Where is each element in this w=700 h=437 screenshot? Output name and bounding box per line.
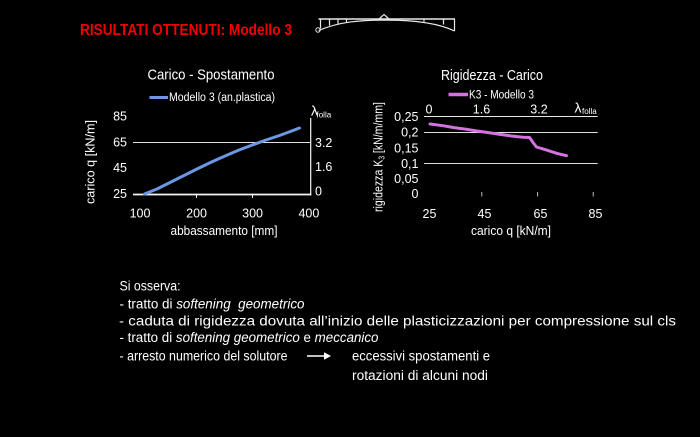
svg-text:0,15: 0,15 bbox=[394, 142, 418, 156]
svg-text:65: 65 bbox=[534, 207, 548, 221]
svg-text:rotazioni di alcuni nodi: rotazioni di alcuni nodi bbox=[352, 368, 488, 383]
svg-text:Modello 3 (an.plastica): Modello 3 (an.plastica) bbox=[169, 92, 275, 104]
svg-text:3.2: 3.2 bbox=[530, 103, 547, 117]
svg-text:eccessivi spostamenti e: eccessivi spostamenti e bbox=[352, 349, 490, 364]
svg-text:abbassamento [mm]: abbassamento [mm] bbox=[171, 223, 278, 238]
svg-text:λ: λ bbox=[575, 100, 582, 116]
svg-text:folla: folla bbox=[317, 111, 332, 120]
svg-text:45: 45 bbox=[478, 207, 492, 221]
svg-text:0,05: 0,05 bbox=[394, 172, 418, 186]
svg-text:rigidezza K3 [kN/m/mm]: rigidezza K3 [kN/m/mm] bbox=[371, 102, 387, 212]
svg-text:0: 0 bbox=[315, 185, 322, 199]
svg-text:carico q [kN/m]: carico q [kN/m] bbox=[471, 223, 551, 238]
svg-text:0: 0 bbox=[426, 103, 433, 117]
svg-text:RISULTATI OTTENUTI: Modello 3: RISULTATI OTTENUTI: Modello 3 bbox=[80, 22, 292, 39]
svg-text:- tratto di softening geometri: - tratto di softening geometrico e mecca… bbox=[120, 330, 379, 345]
svg-text:85: 85 bbox=[113, 109, 127, 123]
svg-text:25: 25 bbox=[113, 187, 127, 201]
svg-text:0,25: 0,25 bbox=[394, 110, 418, 124]
svg-text:3.2: 3.2 bbox=[315, 136, 332, 150]
svg-text:- tratto di softening geometr: - tratto di softening geometrico bbox=[120, 297, 305, 312]
svg-text:Rigidezza - Carico: Rigidezza - Carico bbox=[441, 68, 543, 84]
svg-text:- arresto numerico del solutor: - arresto numerico del solutore bbox=[120, 349, 288, 364]
svg-text:λ: λ bbox=[311, 103, 318, 119]
svg-text:0,2: 0,2 bbox=[401, 126, 418, 140]
svg-text:85: 85 bbox=[589, 207, 603, 221]
svg-text:0,1: 0,1 bbox=[401, 157, 418, 171]
svg-text:K3 - Modello 3: K3 - Modello 3 bbox=[469, 90, 534, 102]
svg-text:45: 45 bbox=[113, 161, 127, 175]
svg-text:200: 200 bbox=[186, 207, 207, 221]
svg-text:400: 400 bbox=[298, 207, 319, 221]
svg-text:65: 65 bbox=[113, 135, 127, 149]
svg-text:1.6: 1.6 bbox=[315, 160, 332, 174]
svg-text:300: 300 bbox=[242, 207, 263, 221]
svg-text:Carico - Spostamento: Carico - Spostamento bbox=[148, 68, 275, 84]
svg-text:100: 100 bbox=[130, 207, 151, 221]
svg-text:25: 25 bbox=[423, 207, 437, 221]
svg-text:- caduta di rigidezza dovuta a: - caduta di rigidezza dovuta all’inizio … bbox=[119, 314, 676, 329]
svg-text:0: 0 bbox=[412, 187, 419, 201]
svg-text:carico q [kN/m]: carico q [kN/m] bbox=[83, 120, 98, 204]
svg-text:folla: folla bbox=[582, 107, 597, 116]
svg-text:Si osserva:: Si osserva: bbox=[120, 279, 181, 294]
svg-text:1.6: 1.6 bbox=[473, 103, 490, 117]
